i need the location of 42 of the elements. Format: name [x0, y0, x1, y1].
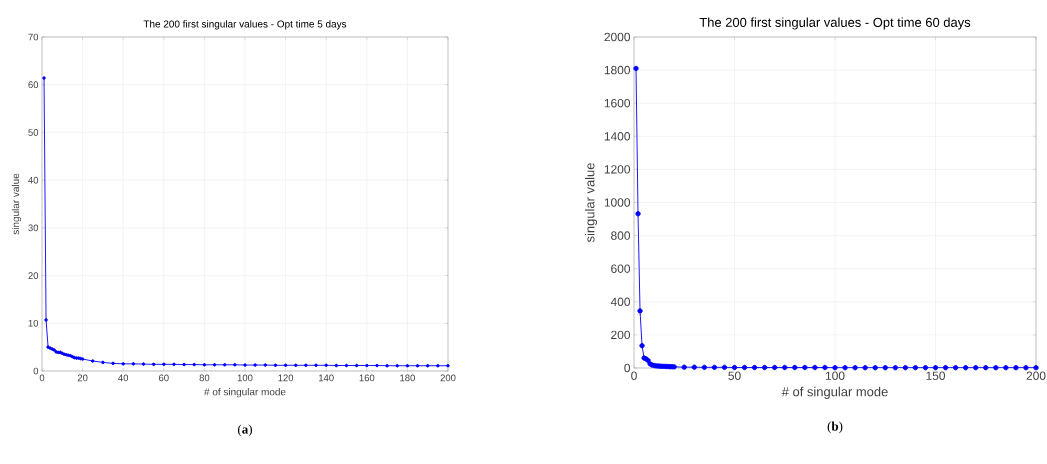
x-tick-label: 60 [159, 374, 169, 382]
y-tick-label: 50 [28, 129, 39, 136]
y-tick-label: 0 [624, 363, 631, 373]
y-tick-label: 1000 [604, 198, 631, 207]
x-tick-label: 100 [825, 371, 845, 380]
x-tick-label: 200 [1026, 371, 1046, 380]
x-tick-label: 100 [237, 374, 253, 382]
y-tick-label: 40 [28, 176, 39, 184]
y-axis-title: singular value [584, 163, 598, 243]
x-tick-label: 140 [319, 374, 334, 382]
x-tick-label: 0 [631, 371, 637, 380]
y-tick-label: 2000 [604, 32, 631, 42]
x-tick-label: 20 [77, 374, 88, 382]
y-tick-label: 200 [611, 330, 631, 340]
y-axis-title: singular value [11, 173, 22, 235]
y-tick-label: 20 [28, 272, 39, 279]
x-tick-label: 200 [440, 374, 456, 382]
y-tick-label: 70 [28, 33, 39, 41]
y-tick-label: 1200 [604, 165, 631, 174]
y-tick-label: 800 [611, 231, 631, 240]
y-tick-label: 1800 [604, 65, 631, 75]
x-tick-label: 80 [199, 374, 210, 382]
y-tick-label: 10 [28, 319, 39, 327]
x-tick-label: 40 [118, 374, 129, 382]
x-tick-label: 50 [728, 371, 741, 380]
x-tick-label: 160 [359, 374, 375, 382]
y-tick-label: 30 [28, 224, 39, 232]
x-tick-label: 0 [39, 374, 45, 382]
x-axis-title: # of singular mode [781, 386, 888, 399]
y-tick-label: 1400 [604, 132, 631, 141]
x-tick-label: 180 [400, 374, 415, 382]
y-tick-label: 400 [610, 297, 631, 307]
y-tick-label: 60 [28, 81, 39, 89]
x-axis-title: # of singular mode [204, 388, 286, 398]
text: (b) [827, 421, 843, 434]
x-tick-label: 150 [926, 371, 946, 380]
y-tick-label: 1600 [604, 98, 631, 108]
text: (a) [238, 424, 252, 437]
x-tick-label: 120 [278, 374, 294, 382]
chart-title: The 200 first singular values - Opt time 60 days [699, 17, 971, 30]
y-tick-label: 600 [611, 264, 631, 273]
chart-title: The 200 first singular values - Opt time 5 days [143, 20, 347, 30]
